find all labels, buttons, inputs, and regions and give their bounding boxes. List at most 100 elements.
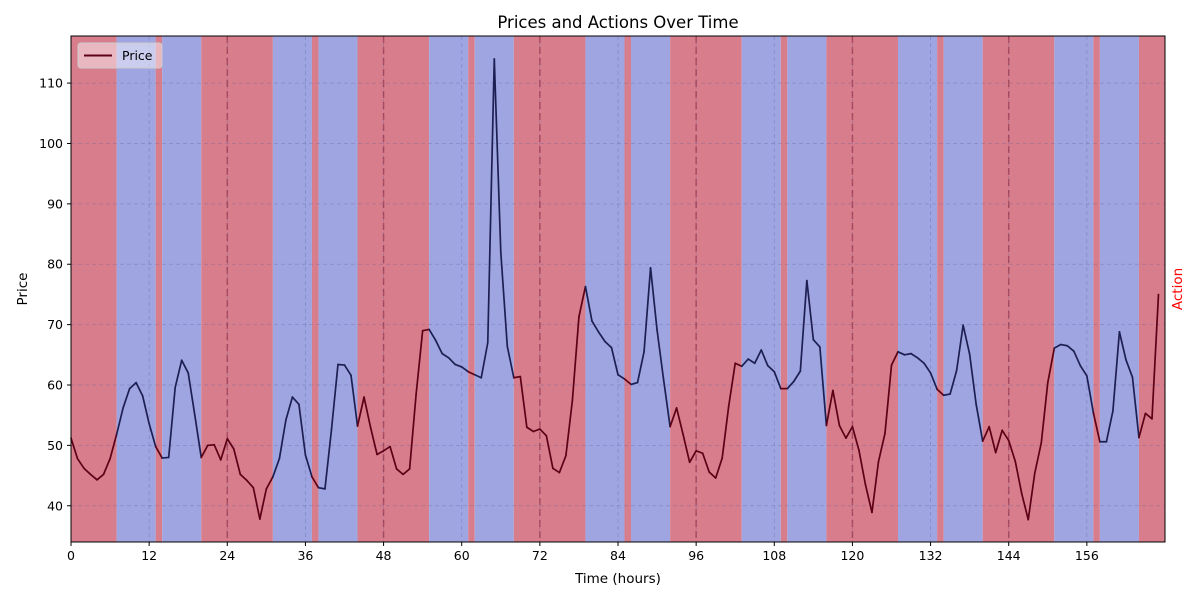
price-line-segment <box>695 449 704 455</box>
price-line-segment <box>441 352 450 359</box>
price-line-segment <box>122 387 131 409</box>
price-line-segment <box>272 457 281 478</box>
price-line-segment <box>786 380 795 390</box>
price-line-segment <box>486 58 496 344</box>
price-line-segment <box>1072 350 1082 367</box>
price-line-segment <box>760 349 769 367</box>
price-line-segment <box>174 359 183 389</box>
y-tick-label: 100 <box>39 136 63 151</box>
action-band-buy <box>318 36 358 542</box>
price-line-segment <box>890 350 899 366</box>
price-line-segment <box>499 251 509 348</box>
price-line-segment <box>350 374 359 427</box>
price-line-segment <box>942 393 951 397</box>
price-line-segment <box>128 381 137 390</box>
price-line <box>70 58 1160 521</box>
price-line-segment <box>565 399 574 457</box>
action-band-sell <box>826 36 899 542</box>
price-line-segment <box>552 467 561 474</box>
price-line-segment <box>1066 344 1075 353</box>
price-line-segment <box>955 324 964 372</box>
price-line-segment <box>825 389 834 427</box>
price-line-segment <box>584 285 593 322</box>
price-line-segment <box>356 396 365 427</box>
price-line-segment <box>688 449 697 464</box>
price-line-segment <box>636 350 645 384</box>
y-tick-label: 90 <box>47 196 63 211</box>
price-line-segment <box>734 362 743 368</box>
price-line-segment <box>76 457 85 470</box>
y-tick-label: 80 <box>47 257 63 272</box>
price-line-segment <box>311 475 320 489</box>
price-line-segment <box>1020 492 1030 521</box>
price-line-segment <box>532 428 541 433</box>
y-axis-title: Price <box>15 273 31 306</box>
price-line-segment <box>597 331 606 343</box>
action-band-buy <box>1054 36 1094 542</box>
price-line-segment <box>187 372 196 416</box>
price-line-segment <box>851 425 860 452</box>
legend: Price <box>77 42 163 69</box>
action-band-buy <box>272 36 312 542</box>
price-line-segment <box>154 445 164 459</box>
price-line-segment <box>838 424 847 439</box>
price-line-segment <box>1033 442 1043 475</box>
price-line-segment <box>1151 293 1160 420</box>
price-line-segment <box>539 428 548 437</box>
price-line-segment <box>864 483 873 514</box>
price-line-segment <box>141 395 150 425</box>
price-line-segment <box>89 473 98 481</box>
price-line-segment <box>389 445 398 470</box>
action-band-buy <box>1099 36 1139 542</box>
x-tick-label: 0 <box>67 548 75 563</box>
action-band-sell <box>780 36 788 542</box>
price-line-segment <box>981 425 991 443</box>
x-tick-label: 120 <box>840 548 864 563</box>
price-line-segment <box>773 370 782 390</box>
price-line-segment <box>115 407 124 436</box>
x-tick-label: 72 <box>532 548 548 563</box>
price-line-segment <box>96 473 105 481</box>
price-line-segment <box>1046 347 1056 384</box>
action-band-buy <box>943 36 983 542</box>
x-tick-label: 48 <box>376 548 392 563</box>
price-line-segment <box>363 396 372 429</box>
action-band-sell <box>201 36 273 542</box>
action-band-buy <box>429 36 469 542</box>
x-tick-label: 156 <box>1075 548 1099 563</box>
price-line-segment <box>962 324 971 356</box>
price-line-segment <box>1059 343 1069 347</box>
price-line-segment <box>812 338 821 348</box>
x-tick-label: 144 <box>997 548 1021 563</box>
price-line-segment <box>102 457 111 476</box>
price-line-segment <box>506 345 515 379</box>
price-line-segment <box>161 456 170 459</box>
price-line-segment <box>148 422 157 448</box>
price-line-segment <box>617 373 626 380</box>
price-line-segment <box>975 403 984 443</box>
price-line-segment <box>578 285 587 318</box>
action-band-buy <box>741 36 781 542</box>
action-band-sell <box>982 36 1055 542</box>
price-line-segment <box>376 449 385 456</box>
price-line-segment <box>805 279 815 341</box>
x-axis-title: Time (hours) <box>574 571 661 587</box>
price-line-segment <box>604 340 613 349</box>
price-line-segment <box>428 328 437 342</box>
price-line-segment <box>421 328 431 332</box>
price-line-segment <box>258 488 268 520</box>
action-band-buy <box>631 36 671 542</box>
price-line-segment <box>135 381 144 397</box>
price-line-segment <box>239 473 248 482</box>
price-line-segment <box>721 405 730 459</box>
price-line-segment <box>1112 331 1121 412</box>
y-tick-label: 70 <box>47 317 63 332</box>
price-line-segment <box>460 366 470 373</box>
price-line-segment <box>1040 381 1049 444</box>
y-tick-label: 60 <box>47 378 63 393</box>
price-line-segment <box>265 475 274 490</box>
price-line-segment <box>558 454 567 474</box>
legend-box <box>77 42 163 69</box>
x-tick-label: 12 <box>141 548 157 563</box>
price-line-segment <box>897 350 906 356</box>
